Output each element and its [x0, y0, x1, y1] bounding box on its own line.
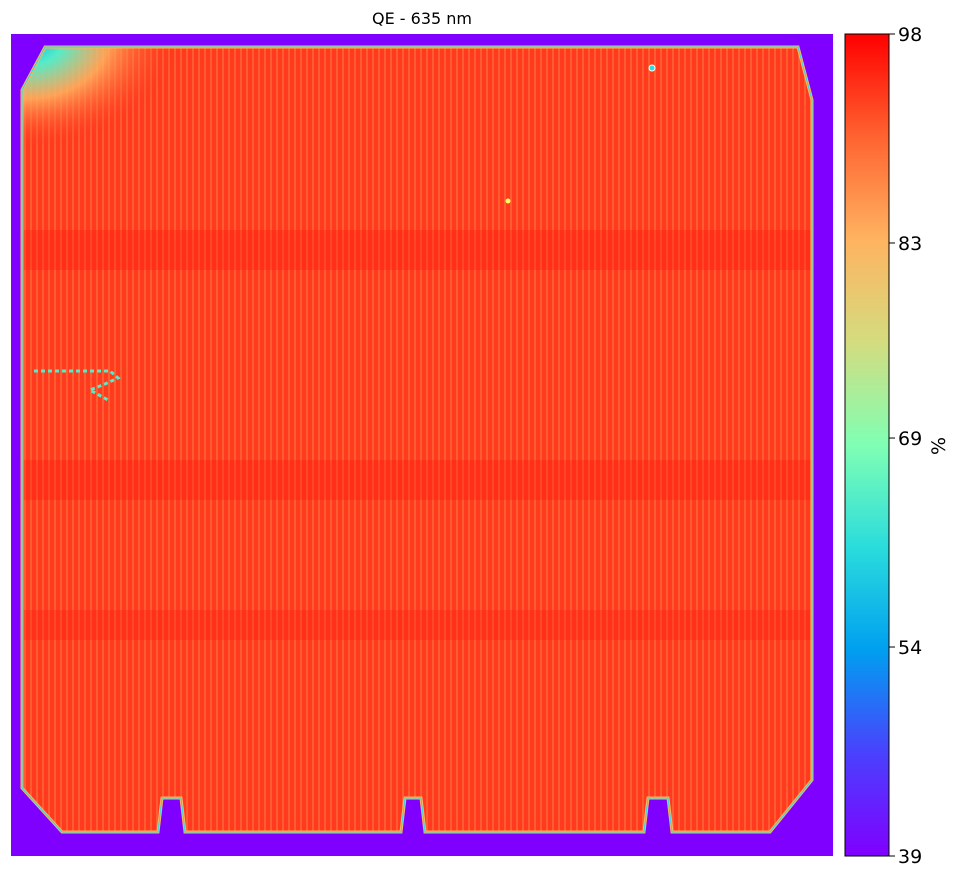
colorbar-tick-label: 39 [898, 846, 922, 868]
chart-title: QE - 635 nm [372, 9, 472, 28]
colorbar-label: % [928, 437, 950, 455]
solar-cell-region [22, 47, 812, 832]
colorbar-tick-label: 54 [898, 637, 922, 659]
colorbar: 39 54 69 83 98 % [844, 24, 950, 868]
defect-spots [34, 64, 656, 402]
colorbar-gradient [844, 33, 890, 857]
colorbar-tick-label: 69 [898, 428, 922, 450]
colorbar-tick-label: 83 [898, 233, 922, 255]
colorbar-tick-label: 98 [898, 24, 922, 46]
colorbar-ticks: 39 54 69 83 98 [889, 24, 922, 868]
